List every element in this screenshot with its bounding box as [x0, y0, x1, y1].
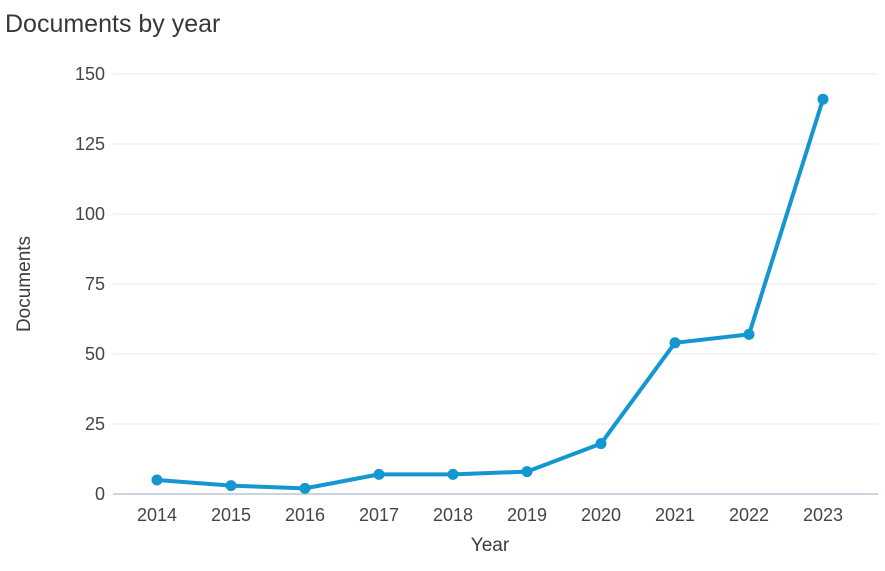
x-tick-label-2014: 2014	[137, 505, 177, 525]
data-point-2020[interactable]	[595, 438, 607, 450]
documents-series-line	[155, 97, 825, 491]
data-point-2019[interactable]	[521, 466, 533, 478]
data-point-2016[interactable]	[299, 482, 311, 494]
data-point-2023[interactable]	[817, 93, 829, 105]
x-tick-label-2020: 2020	[581, 505, 621, 525]
x-tick-label-2021: 2021	[655, 505, 695, 525]
data-point-2014[interactable]	[151, 474, 163, 486]
data-point-2015[interactable]	[225, 480, 237, 492]
x-tick-label-2017: 2017	[359, 505, 399, 525]
data-point-2018[interactable]	[447, 468, 459, 480]
y-tick-label-150: 150	[75, 64, 105, 84]
data-point-2017[interactable]	[373, 468, 385, 480]
x-tick-label-2015: 2015	[211, 505, 251, 525]
data-point-2021[interactable]	[669, 337, 681, 349]
x-tick-label-2018: 2018	[433, 505, 473, 525]
x-axis-label: Year	[470, 535, 510, 556]
y-tick-label-50: 50	[85, 344, 105, 364]
data-point-2022[interactable]	[743, 328, 755, 340]
x-tick-label-2022: 2022	[729, 505, 769, 525]
x-tick-label-2019: 2019	[507, 505, 547, 525]
x-tick-label-2023: 2023	[803, 505, 843, 525]
x-tick-label-2016: 2016	[285, 505, 325, 525]
y-tick-label-75: 75	[85, 274, 105, 294]
y-tick-label-25: 25	[85, 414, 105, 434]
y-tick-label-125: 125	[75, 134, 105, 154]
y-tick-label-0: 0	[95, 484, 105, 504]
y-tick-label-100: 100	[75, 204, 105, 224]
chart-title: Documents by year	[5, 10, 221, 38]
